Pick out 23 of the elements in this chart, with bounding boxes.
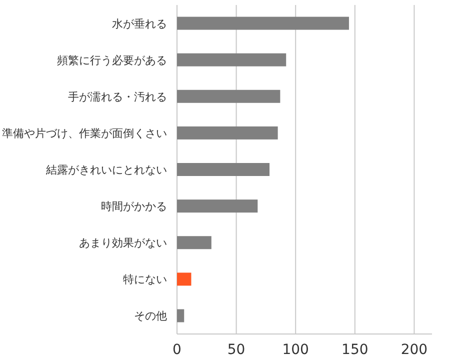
bar <box>177 163 270 176</box>
y-tick-label: あまり効果がない <box>79 236 167 250</box>
bar <box>177 126 278 140</box>
y-tick-label: 時間がかかる <box>101 200 167 214</box>
bar <box>177 272 192 286</box>
bar <box>177 90 280 103</box>
x-tick-label: 200 <box>400 342 428 358</box>
y-tick-label: 特にない <box>123 273 167 286</box>
y-tick-label: 準備や片づけ、作業が面倒くさい <box>2 126 167 140</box>
bar <box>177 309 184 322</box>
bar <box>177 16 349 30</box>
y-tick-label: 結露がきれいにとれない <box>45 164 167 176</box>
x-tick-label: 100 <box>282 342 309 358</box>
y-tick-label: 手が濡れる・汚れる <box>68 90 167 104</box>
bar <box>177 200 258 213</box>
bar <box>177 236 212 250</box>
x-tick-label: 50 <box>227 342 246 358</box>
y-tick-label: 頻繁に行う必要がある <box>57 54 167 67</box>
y-tick-label: 水が垂れる <box>112 17 167 30</box>
x-tick-label: 0 <box>172 342 182 358</box>
y-tick-label: その他 <box>134 310 167 323</box>
x-tick-label: 150 <box>342 342 368 358</box>
bar <box>177 53 286 66</box>
